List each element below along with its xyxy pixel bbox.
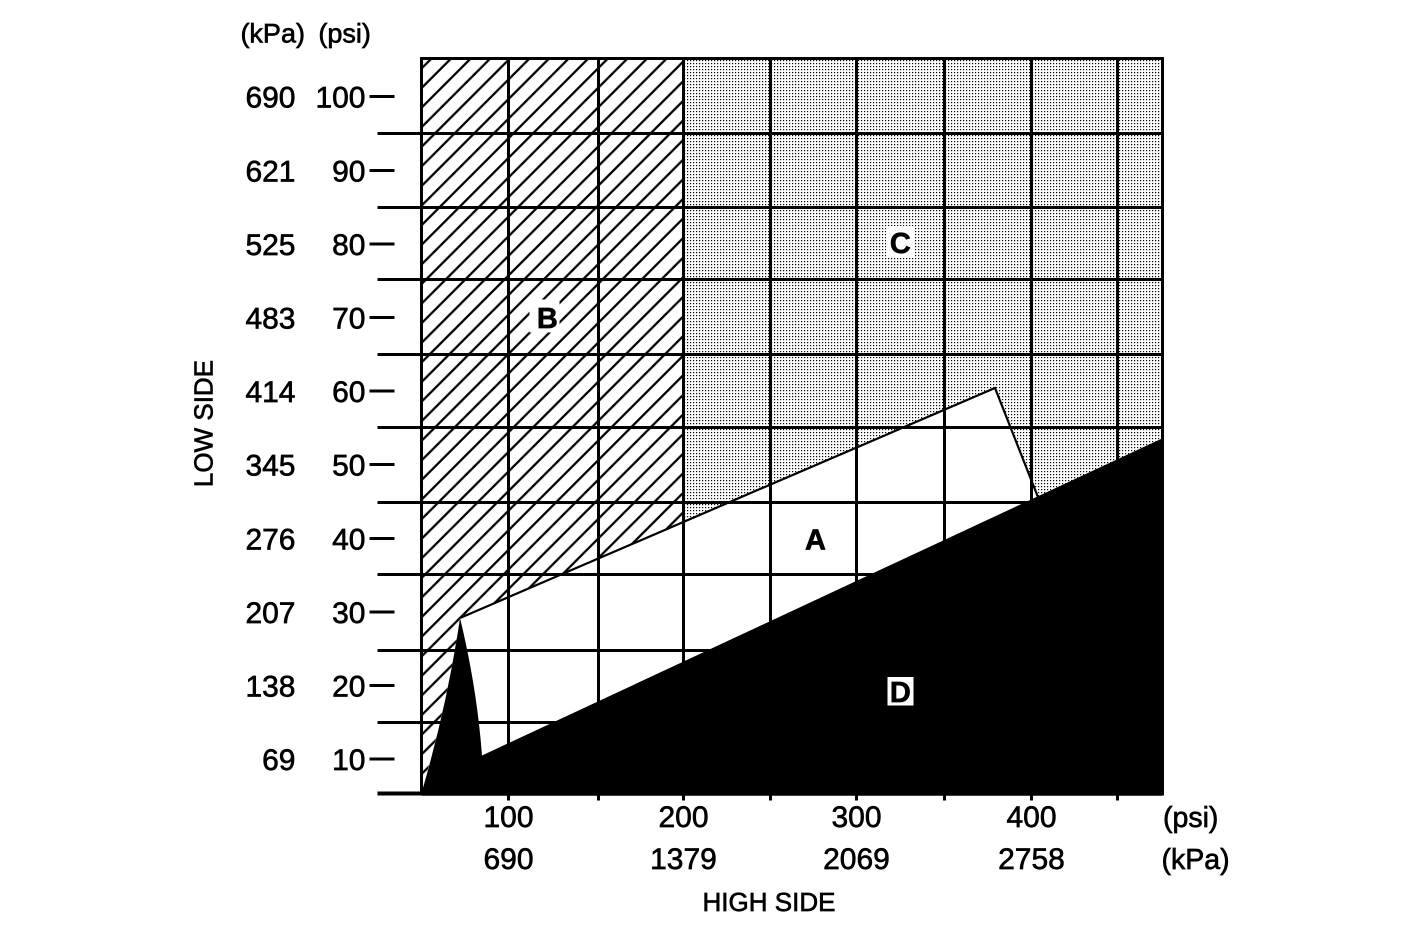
svg-text:80: 80	[332, 229, 365, 262]
svg-text:(psi): (psi)	[1163, 802, 1218, 834]
svg-text:100: 100	[483, 801, 533, 834]
svg-text:60: 60	[332, 376, 365, 409]
svg-text:70: 70	[332, 303, 365, 336]
svg-text:HIGH SIDE: HIGH SIDE	[703, 887, 836, 917]
svg-text:D: D	[890, 677, 911, 709]
svg-text:C: C	[890, 228, 911, 260]
svg-text:69: 69	[262, 744, 295, 777]
svg-text:200: 200	[658, 801, 708, 834]
svg-text:30: 30	[332, 597, 365, 630]
svg-text:400: 400	[1006, 801, 1056, 834]
svg-text:525: 525	[245, 229, 295, 262]
svg-text:(kPa): (kPa)	[240, 19, 305, 49]
svg-text:276: 276	[245, 524, 295, 557]
svg-text:2758: 2758	[998, 843, 1065, 876]
svg-text:40: 40	[332, 524, 365, 557]
svg-text:90: 90	[332, 156, 365, 189]
svg-text:300: 300	[831, 801, 881, 834]
svg-text:690: 690	[245, 82, 295, 115]
svg-text:138: 138	[245, 671, 295, 704]
svg-text:B: B	[537, 303, 558, 335]
svg-text:10: 10	[332, 744, 365, 777]
svg-text:483: 483	[245, 303, 295, 336]
svg-text:A: A	[805, 525, 826, 557]
svg-text:345: 345	[245, 450, 295, 483]
svg-text:100: 100	[315, 82, 365, 115]
svg-text:414: 414	[245, 376, 295, 409]
svg-text:207: 207	[245, 597, 295, 630]
svg-text:690: 690	[483, 843, 533, 876]
svg-text:50: 50	[332, 450, 365, 483]
svg-text:621: 621	[245, 156, 295, 189]
svg-text:2069: 2069	[823, 843, 890, 876]
svg-text:1379: 1379	[650, 843, 717, 876]
svg-text:(psi): (psi)	[318, 19, 371, 49]
svg-text:(kPa): (kPa)	[1162, 844, 1230, 876]
svg-text:20: 20	[332, 671, 365, 704]
svg-text:LOW SIDE: LOW SIDE	[189, 360, 219, 487]
